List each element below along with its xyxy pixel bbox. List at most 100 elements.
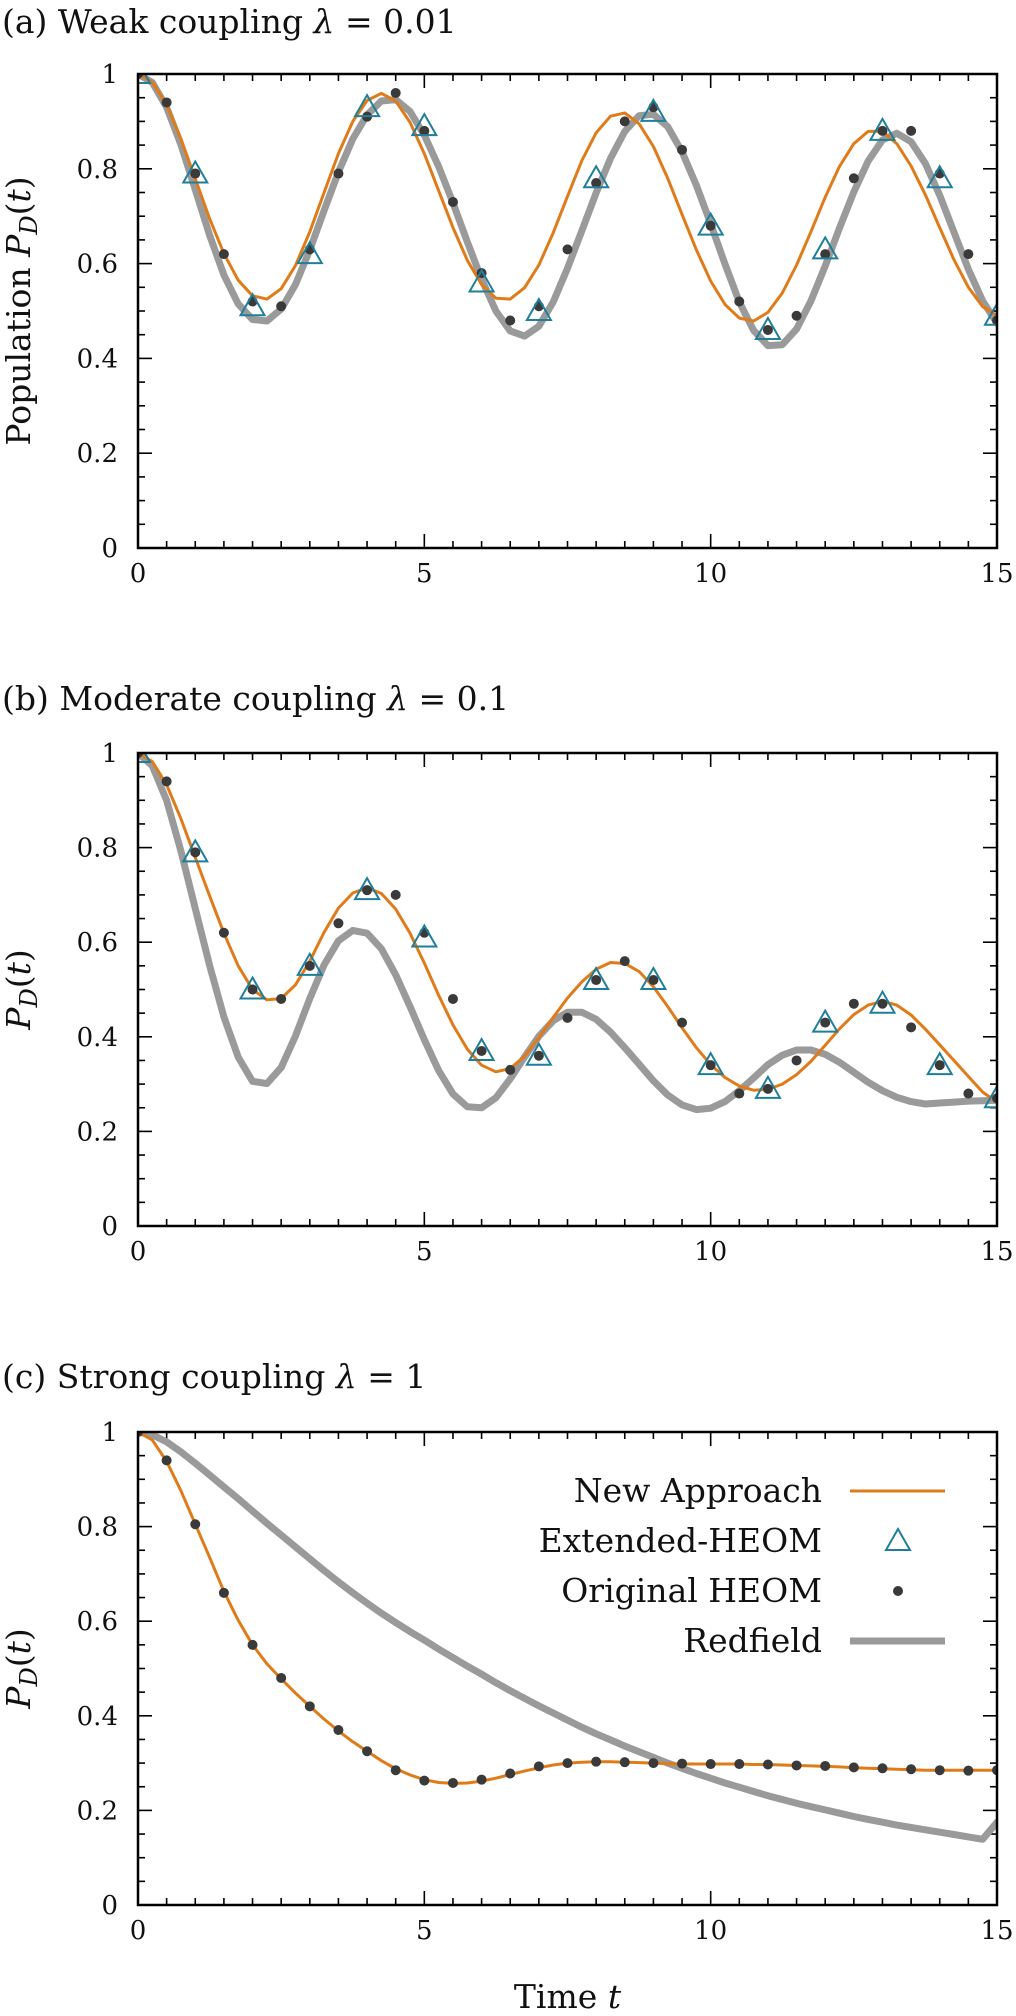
point-original-heom (276, 1672, 287, 1683)
plot-area (138, 74, 997, 350)
point-original-heom (161, 1455, 172, 1466)
point-original-heom (619, 1757, 630, 1768)
point-original-heom (362, 1746, 373, 1757)
point-original-heom (562, 1012, 573, 1023)
point-original-heom (820, 1017, 831, 1028)
axes: 0 5 10 15 0 0.2 0.4 0.6 0.8 1 (77, 1418, 1014, 1946)
point-original-heom (877, 125, 888, 136)
x-tick-label: 15 (980, 1916, 1013, 1946)
y-tick-label: 0.4 (77, 344, 118, 374)
panel-a: (a) Weak coupling λ = 0.01 Population PD(… (0, 2, 1014, 589)
point-original-heom (820, 1760, 831, 1771)
point-original-heom (333, 918, 344, 929)
point-original-heom (734, 296, 745, 307)
point-original-heom (791, 1055, 802, 1066)
point-original-heom (705, 1759, 716, 1770)
point-original-heom (562, 244, 573, 255)
point-original-heom (161, 97, 172, 108)
point-original-heom (677, 1758, 688, 1769)
point-original-heom (619, 116, 630, 127)
point-extended-heom (582, 966, 610, 991)
point-extended-heom (238, 975, 267, 1000)
legend-label: Extended-HEOM (539, 1521, 822, 1560)
plot-area (138, 753, 997, 1114)
point-original-heom (848, 173, 859, 184)
y-tick-label: 0 (101, 534, 118, 564)
y-tick-label: 0.4 (77, 1023, 118, 1053)
point-original-heom (648, 975, 659, 986)
point-extended-heom (296, 951, 324, 976)
y-tick-label: 1 (101, 739, 118, 769)
point-original-heom (619, 956, 630, 967)
point-extended-heom (811, 235, 839, 260)
point-original-heom (447, 196, 458, 207)
point-extended-heom (983, 1084, 997, 1109)
point-original-heom (705, 220, 716, 231)
x-tick-label: 10 (694, 559, 727, 589)
point-extended-heom (410, 112, 439, 137)
point-original-heom (877, 1763, 888, 1774)
x-tick-label: 5 (416, 1237, 433, 1267)
y-tick-label: 0.6 (77, 928, 118, 958)
plot-frame (136, 751, 999, 1228)
point-original-heom (762, 1083, 773, 1094)
legend-label: Original HEOM (561, 1571, 822, 1610)
point-original-heom (505, 315, 516, 326)
point-original-heom (848, 1762, 859, 1773)
point-extended-heom (582, 164, 610, 189)
legend: New Approach Extended-HEOM Original HEOM Re… (539, 1471, 945, 1660)
plot-frame (136, 1430, 999, 1907)
point-extended-heom (467, 268, 496, 293)
x-tick-label: 0 (130, 1916, 147, 1946)
x-tick-label: 0 (130, 1237, 147, 1267)
x-tick-label: 5 (416, 1916, 433, 1946)
point-original-heom (963, 249, 974, 260)
point-original-heom (734, 1759, 745, 1770)
y-tick-label: 0.8 (77, 155, 118, 185)
y-tick-label: 0 (101, 1891, 118, 1921)
point-original-heom (476, 1045, 487, 1056)
point-original-heom (906, 1022, 917, 1033)
point-extended-heom (467, 1036, 496, 1061)
y-tick-label: 1 (101, 60, 118, 90)
x-tick-label: 10 (694, 1237, 727, 1267)
panel-b: (b) Moderate coupling λ = 0.1PD(t)0 5 10 15… (0, 679, 1014, 1267)
point-original-heom (533, 1050, 544, 1061)
point-original-heom (190, 847, 201, 858)
point-original-heom (276, 993, 287, 1004)
axes: 0 5 10 15 0 0.2 0.4 0.6 0.8 1 (77, 60, 1014, 589)
point-original-heom (276, 301, 287, 312)
y-tick-label: 0.2 (77, 1117, 118, 1147)
point-extended-heom (983, 301, 997, 326)
plot-frame (136, 72, 999, 550)
point-original-heom (762, 324, 773, 335)
point-extended-heom (181, 159, 209, 184)
point-extended-heom (868, 989, 897, 1014)
point-original-heom (247, 1639, 258, 1650)
point-original-heom (218, 249, 229, 260)
series-line-new-approach (138, 753, 997, 1104)
series-line-new-approach (138, 74, 997, 323)
point-original-heom (447, 993, 458, 1004)
series-line-redfield (138, 74, 997, 350)
point-original-heom (906, 1764, 917, 1775)
point-original-heom (591, 1756, 602, 1767)
point-original-heom (218, 927, 229, 938)
point-extended-heom (926, 164, 954, 189)
point-extended-heom (238, 292, 267, 317)
point-extended-heom (353, 93, 381, 118)
y-tick-label: 0.2 (77, 1796, 118, 1826)
point-original-heom (419, 1775, 430, 1786)
point-original-heom (791, 310, 802, 321)
point-extended-heom (525, 296, 553, 321)
point-original-heom (762, 1759, 773, 1770)
point-original-heom (562, 1758, 573, 1769)
point-extended-heom (754, 315, 782, 340)
point-extended-heom (926, 1051, 954, 1076)
x-tick-label: 0 (130, 559, 147, 589)
point-original-heom (161, 776, 172, 787)
y-tick-label: 0.6 (77, 1607, 118, 1637)
point-original-heom (447, 1777, 458, 1788)
point-original-heom (247, 984, 258, 995)
panel-title: (b) Moderate coupling λ = 0.1 (2, 679, 509, 718)
